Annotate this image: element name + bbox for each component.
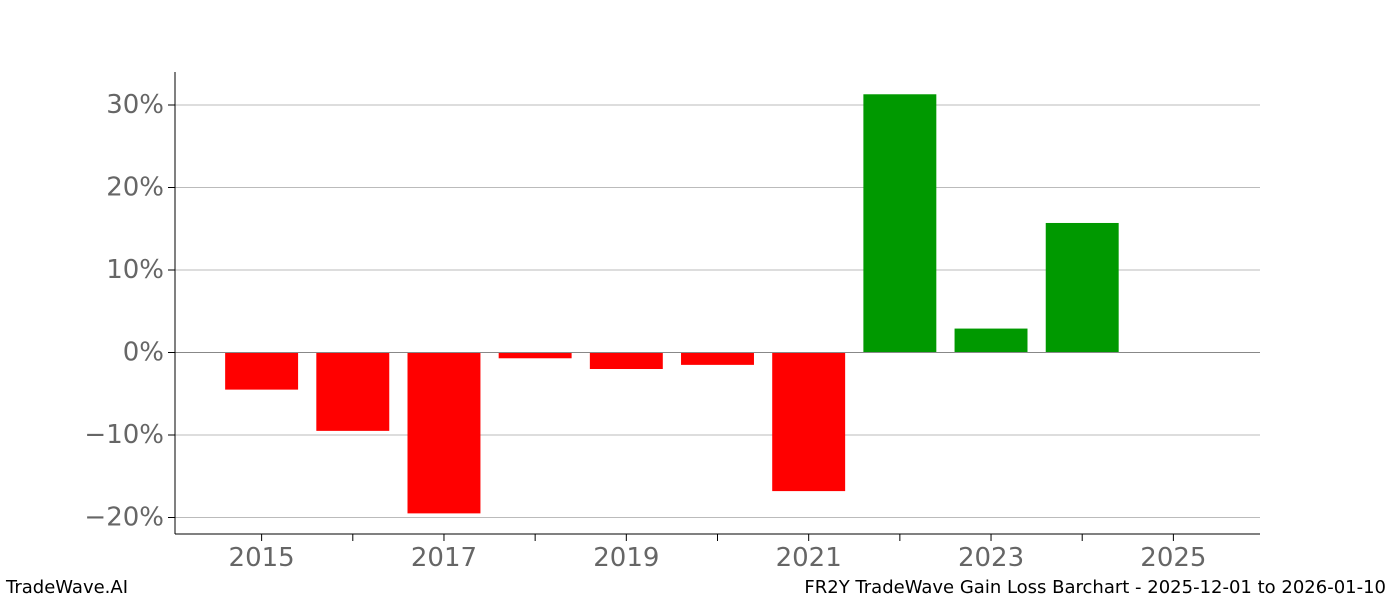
y-tick-labels: −20% −10% 0% 10% 20% 30%	[84, 90, 164, 533]
bar-2023	[954, 328, 1028, 353]
x-tick-label: 2017	[411, 543, 477, 573]
bar-2016	[316, 352, 390, 431]
x-tick-labels: 2015 2017 2019 2021 2023 2025	[229, 543, 1207, 573]
y-tick-label: 10%	[106, 255, 164, 285]
y-tick-label: 30%	[106, 90, 164, 120]
footer-caption: FR2Y TradeWave Gain Loss Barchart - 2025…	[804, 577, 1386, 598]
x-tick-label: 2025	[1140, 543, 1206, 573]
x-tick-label: 2021	[776, 543, 842, 573]
y-tick-label: −20%	[84, 503, 164, 533]
x-tick-label: 2023	[958, 543, 1024, 573]
bar-2019	[589, 352, 663, 369]
bar-2020	[681, 352, 754, 365]
bar-2022	[863, 94, 937, 353]
bar-2024	[1045, 222, 1119, 353]
axes	[168, 72, 1260, 541]
y-tick-label: −10%	[84, 420, 164, 450]
bar-2018	[498, 352, 572, 359]
y-tick-label: 20%	[106, 173, 164, 203]
bars	[225, 94, 1119, 514]
x-tick-label: 2015	[229, 543, 295, 573]
bar-2021	[772, 352, 846, 492]
footer-brand: TradeWave.AI	[6, 577, 129, 598]
bar-2017	[407, 352, 481, 514]
x-tick-label: 2019	[593, 543, 659, 573]
bar-2015	[225, 352, 299, 390]
y-tick-label: 0%	[123, 338, 164, 368]
